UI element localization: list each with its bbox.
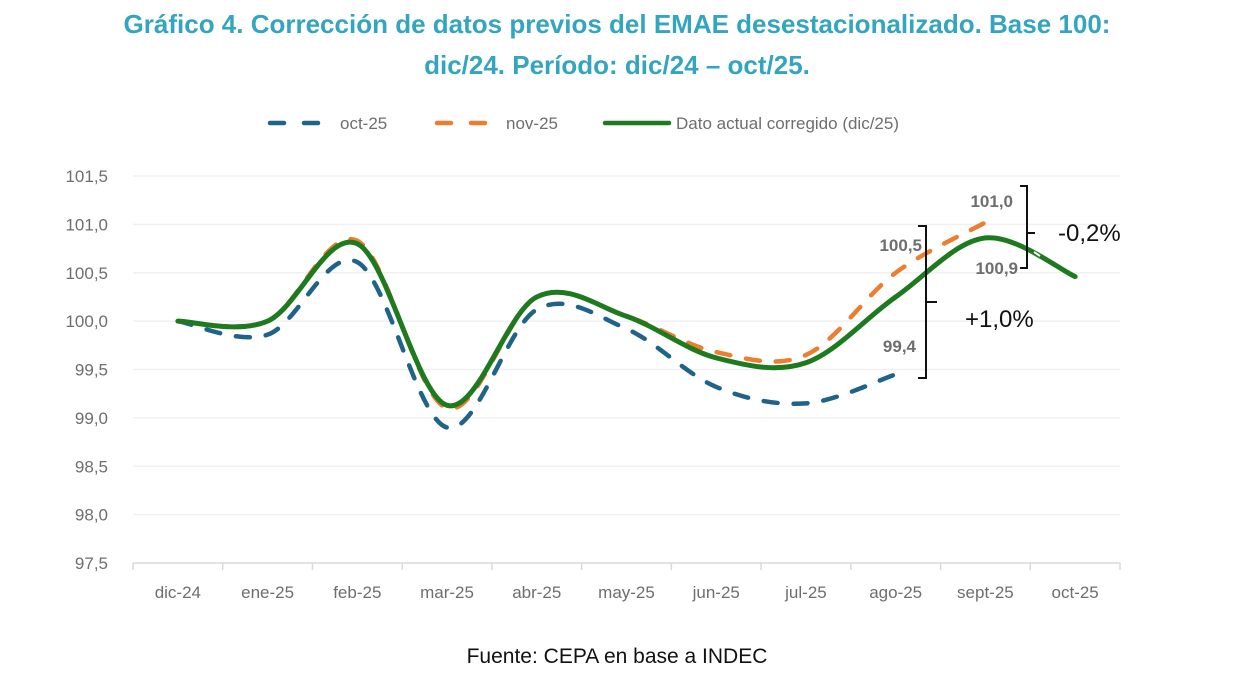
y-axis: 101,5 101,0 100,5 100,0 99,5 99,0 98,5 98,0 97,5 bbox=[65, 167, 108, 573]
chart-title: Gráfico 4. Corrección de datos previos d… bbox=[0, 4, 1234, 86]
x-tick-label: may-25 bbox=[598, 583, 655, 602]
x-tick-label: sept-25 bbox=[957, 583, 1014, 602]
x-tick-label: dic-24 bbox=[155, 583, 201, 602]
data-label: 100,9 bbox=[975, 259, 1018, 278]
y-tick-label: 99,5 bbox=[75, 361, 108, 380]
chart-title-line-2: dic/24. Período: dic/24 – oct/25. bbox=[424, 50, 810, 80]
series-line-oct-25 bbox=[175, 257, 898, 430]
annotation-change-upper: -0,2% bbox=[1058, 220, 1121, 247]
y-tick-label: 101,0 bbox=[65, 215, 108, 234]
legend-label: nov-25 bbox=[506, 114, 558, 133]
data-label: 99,4 bbox=[883, 337, 917, 356]
legend-label: oct-25 bbox=[340, 114, 387, 133]
x-tick-label: mar-25 bbox=[420, 583, 474, 602]
chart-title-line-1: Gráfico 4. Corrección de datos previos d… bbox=[123, 9, 1111, 39]
legend: oct-25 nov-25 Dato actual corregido (dic/2… bbox=[267, 114, 899, 133]
series-line-nov-25 bbox=[175, 220, 988, 411]
x-tick-label: abr-25 bbox=[512, 583, 561, 602]
y-tick-label: 98,0 bbox=[75, 506, 108, 525]
y-tick-label: 99,0 bbox=[75, 409, 108, 428]
bracket-lower bbox=[918, 225, 937, 379]
line-gap bbox=[1033, 251, 1041, 257]
annotation-change-lower: +1,0% bbox=[965, 306, 1034, 333]
x-tick-label: jul-25 bbox=[784, 583, 827, 602]
legend-label: Dato actual corregido (dic/25) bbox=[676, 114, 899, 133]
source-note: Fuente: CEPA en base a INDEC bbox=[466, 645, 768, 668]
series-line-dato-actual-corregido-dic-25 bbox=[175, 235, 1078, 409]
gridlines bbox=[133, 175, 1120, 516]
y-tick-label: 100,5 bbox=[65, 264, 108, 283]
data-label: 101,0 bbox=[970, 192, 1013, 211]
y-tick-label: 97,5 bbox=[75, 554, 108, 573]
x-tick-label: jun-25 bbox=[692, 583, 740, 602]
series-lines bbox=[175, 220, 1078, 430]
x-tick-label: feb-25 bbox=[333, 583, 381, 602]
data-labels: 101,0 100,9 100,5 99,4 -0,2% +1,0% bbox=[879, 185, 1121, 379]
y-tick-label: 100,0 bbox=[65, 312, 108, 331]
x-tick-label: oct-25 bbox=[1052, 583, 1099, 602]
x-axis: dic-24 ene-25 feb-25 mar-25 abr-25 may-25 jun-… bbox=[132, 562, 1121, 602]
y-tick-label: 101,5 bbox=[65, 167, 108, 186]
x-tick-label: ago-25 bbox=[869, 583, 922, 602]
bracket-upper bbox=[1020, 185, 1035, 269]
x-tick-label: ene-25 bbox=[241, 583, 294, 602]
data-label: 100,5 bbox=[879, 236, 922, 255]
y-tick-label: 98,5 bbox=[75, 457, 108, 476]
